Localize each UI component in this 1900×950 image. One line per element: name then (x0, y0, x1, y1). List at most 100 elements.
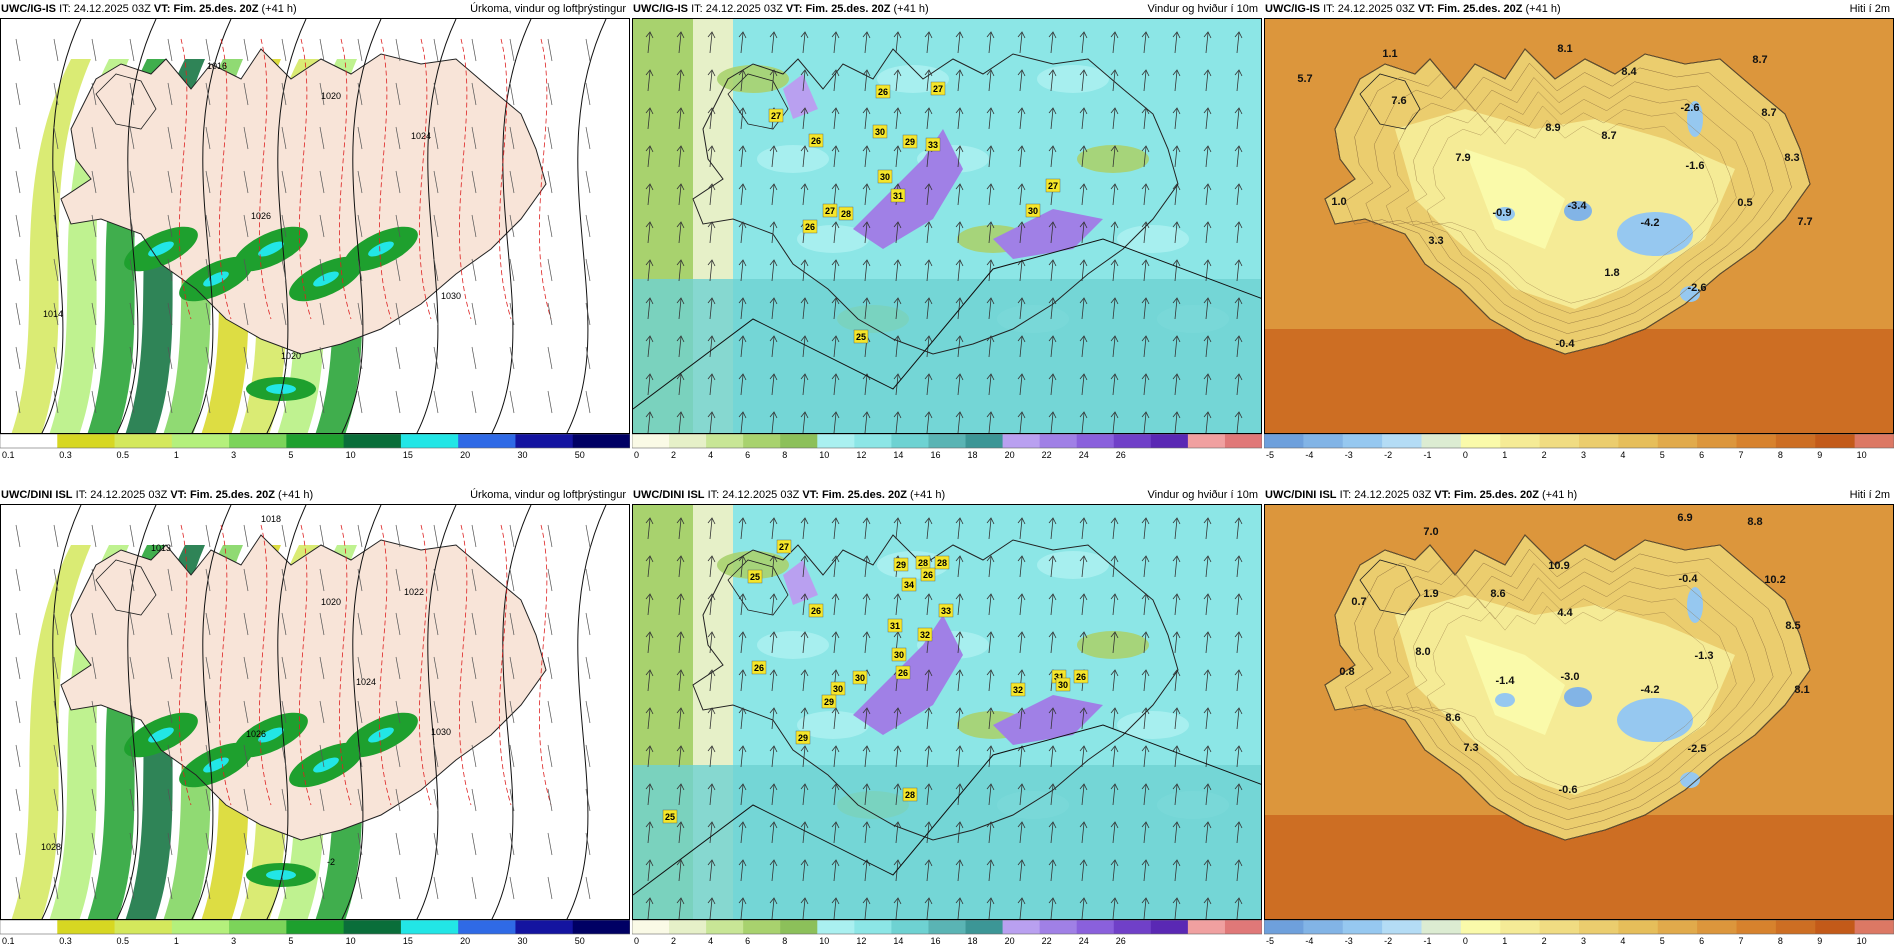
coastline-detail (727, 559, 789, 616)
map-area[interactable]: 1014 1016 1020 1024 1026 1030 1020 (0, 18, 630, 434)
panel-title: Úrkoma, vindur og loftþrýstingur (470, 489, 626, 501)
vt-label: VT: (1417, 3, 1435, 15)
colorbar-tick-label: 4 (1620, 936, 1625, 946)
gust-label-box (1010, 682, 1026, 697)
colorbar-tick-label: 3 (1581, 450, 1586, 460)
temp-label: 0.7 (1351, 596, 1366, 608)
model-name: UWC/DINI ISL (633, 489, 705, 501)
colorbar-tick-label: -4 (1305, 936, 1313, 946)
colorbar-swatch (1579, 434, 1619, 448)
gust-label-box (830, 681, 846, 696)
gust-label-box (808, 133, 824, 148)
contours (1324, 534, 1811, 841)
temp-label: 6.9 (1677, 512, 1692, 524)
panel-header: UWC/IG-IS IT: 24.12.2025 03Z VT: Fim. 25… (1264, 0, 1894, 18)
colorbar-swatch (286, 920, 345, 934)
colorbar-tick-label: 30 (517, 936, 527, 946)
temp-label: 8.1 (1557, 43, 1572, 55)
colorbar-swatch (1657, 920, 1698, 934)
isobar-label: 1024 (411, 131, 431, 141)
it-label: IT: (59, 3, 71, 15)
colorbar-swatch (1854, 920, 1894, 934)
temp-label: -2.6 (1681, 102, 1700, 114)
gust-label: 25 (750, 572, 760, 582)
lead-time: (+41 h) (278, 489, 314, 501)
colorbar: -5 -4 -3 -2 -1 0 1 2 3 4 5 6 7 8 9 10 (1264, 434, 1894, 460)
colorbar-swatch (1775, 920, 1816, 934)
map-area[interactable]: 1013 1018 1022 1020 1024 1026 1030 1028 -2 (0, 504, 630, 920)
colorbar-tick-label: 0.1 (2, 936, 15, 946)
colorbar-tick-label: 8 (1778, 450, 1783, 460)
gust-label: 27 (779, 542, 789, 552)
vt-value: Fim. 25.des. 20Z (1437, 3, 1523, 15)
colorbar-swatch (1460, 920, 1501, 934)
gust-label: 28 (918, 558, 928, 568)
isobar-label: 1026 (246, 729, 266, 739)
colorbar-swatch (891, 434, 929, 448)
map-area[interactable]: 27 25 29 28 28 26 34 26 33 31 32 30 26 26 30 31 26 32 30 30… (632, 504, 1262, 920)
colorbar: -5-4-3-2-101234567891011 (1264, 920, 1894, 946)
colorbar-tick-label: 0.1 (2, 450, 15, 460)
isobar-label: 1026 (251, 211, 271, 221)
isobar-label: 1020 (321, 91, 341, 101)
colorbar: 0.1 0.3 0.5 1 3 5 10 15 20 30 50 (0, 434, 630, 460)
temp-label: 8.6 (1445, 712, 1460, 724)
gust-label: 27 (933, 84, 943, 94)
colorbar-tick-label: 0.3 (59, 450, 72, 460)
gust-label: 31 (893, 191, 903, 201)
temp-label: 3.3 (1428, 235, 1443, 247)
colorbar-tick-label: 2 (671, 936, 676, 946)
gust-label: 28 (841, 209, 851, 219)
colorbar-swatch (114, 920, 173, 934)
colorbar-tick-label: 7 (1739, 936, 1744, 946)
run-info: UWC/IG-IS IT: 24.12.2025 03Z VT: Fim. 25… (1265, 0, 1561, 18)
gust-label: 29 (798, 733, 808, 743)
temp-label: 4.4 (1557, 607, 1573, 619)
colorbar-tick-label: 9 (1817, 936, 1822, 946)
colorbar-tick-label: 0.3 (59, 936, 72, 946)
temp-label: 8.6 (1490, 588, 1505, 600)
panel-title: Hiti í 2m (1849, 489, 1890, 501)
temp-label: 7.9 (1455, 152, 1470, 164)
colorbar-swatch (1150, 920, 1189, 934)
map-area[interactable]: 5.7 1.1 8.1 8.7 8.4 7.6 -2.6 8.7 8.9 8.7 7.9 -1.6 8.… (1264, 18, 1894, 434)
contours (1324, 48, 1811, 355)
it-value: 24.12.2025 03Z (90, 489, 168, 501)
gust-label-box (662, 809, 678, 824)
gust-label: 27 (1048, 181, 1058, 191)
colorbar: 0.1 0.3 0.5 1 3 5 10 15 20 30 50 (0, 920, 630, 946)
it-label: IT: (1323, 3, 1335, 15)
colorbar-tick-label: 22 (1042, 450, 1052, 460)
gust-label-box (802, 219, 818, 234)
temp-label: 0.8 (1339, 666, 1354, 678)
it-value: 24.12.2025 03Z (73, 3, 151, 15)
colorbar-swatch (1539, 434, 1580, 448)
colorbar-tick-label: 15 (403, 450, 413, 460)
temp-label: 1.1 (1382, 48, 1397, 60)
map-svg: 1013 1018 1022 1020 1024 1026 1030 1028 -2 (1, 505, 629, 919)
colorbar-swatch (854, 434, 892, 448)
model-name: UWC/IG-IS (1265, 3, 1320, 15)
colorbar-tick-label: 20 (460, 450, 470, 460)
temp-label: 8.7 (1752, 54, 1767, 66)
temp-label: 8.9 (1545, 122, 1560, 134)
gust-label-box (751, 660, 767, 675)
colorbar-swatch (1303, 920, 1344, 934)
run-info: UWC/DINI ISL IT: 24.12.2025 03Z VT: Fim.… (1265, 486, 1577, 504)
map-area[interactable]: 6.9 8.8 7.0 10.9 -0.4 10.2 1.9 8.6 0.7 4.4 8.5 8.0 -… (1264, 504, 1894, 920)
colorbar-swatch (1150, 434, 1189, 448)
colorbar-tick-label: 1 (1502, 450, 1507, 460)
colorbar-swatch (1113, 920, 1152, 934)
colorbar-tick-label: -3 (1345, 450, 1353, 460)
map-svg: 1014 1016 1020 1024 1026 1030 1020 (1, 19, 629, 433)
gust-label: 25 (856, 332, 866, 342)
gust-label: 30 (855, 673, 865, 683)
colorbar-swatch (171, 920, 230, 934)
vt-label: VT: (1434, 489, 1451, 501)
colorbar-tick-label: 10 (1857, 936, 1867, 946)
gust-label-box (808, 603, 824, 618)
gust-label-box (821, 694, 837, 709)
map-area[interactable]: 27 26 27 30 26 29 33 30 31 27 27 28 26 30 25 (632, 18, 1262, 434)
gust-label-box (902, 134, 918, 149)
colorbar-swatch (1187, 434, 1226, 448)
